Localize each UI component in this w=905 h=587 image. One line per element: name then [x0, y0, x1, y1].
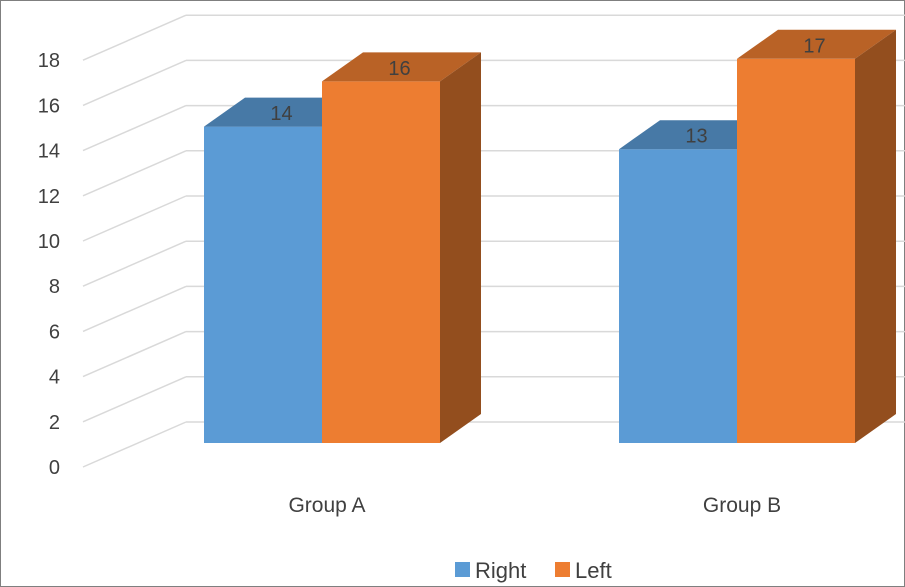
legend-item: Right: [455, 558, 526, 583]
y-tick-label: 8: [49, 276, 60, 298]
gridline: [82, 14, 905, 61]
bar-front: [737, 58, 855, 444]
data-label: 17: [803, 35, 825, 57]
bar-top: [322, 52, 481, 82]
data-label: 14: [270, 103, 292, 125]
legend-label: Left: [575, 558, 612, 583]
bar: [737, 29, 896, 444]
y-tick-label: 10: [38, 231, 60, 253]
y-axis: 0 2 4 6 8 10 12 14 16 18: [38, 50, 60, 479]
legend-item: Left: [555, 558, 612, 583]
data-label: 16: [388, 58, 410, 80]
legend: Right Left: [455, 558, 612, 583]
legend-swatch: [555, 562, 570, 577]
bar-top: [737, 29, 896, 59]
y-tick-label: 12: [38, 186, 60, 208]
y-tick-label: 6: [49, 321, 60, 343]
bars: [204, 29, 896, 444]
y-tick-label: 0: [49, 457, 60, 479]
x-category-label: Group A: [288, 494, 365, 517]
legend-label: Right: [475, 558, 526, 583]
x-axis: Group A Group B: [288, 494, 781, 517]
data-labels: 14 16 13 17: [270, 35, 825, 147]
y-tick-label: 4: [49, 367, 60, 389]
y-tick-label: 14: [38, 141, 60, 163]
y-tick-label: 16: [38, 95, 60, 117]
bar-front: [619, 149, 737, 443]
y-tick-label: 2: [49, 412, 60, 434]
legend-swatch: [455, 562, 470, 577]
bar-side: [440, 52, 481, 444]
x-category-label: Group B: [703, 494, 781, 517]
y-tick-label: 18: [38, 50, 60, 72]
bar-side: [855, 29, 896, 444]
data-label: 13: [685, 126, 707, 148]
bar: [322, 52, 481, 444]
bar-front: [322, 81, 440, 444]
bar-front: [204, 126, 322, 443]
